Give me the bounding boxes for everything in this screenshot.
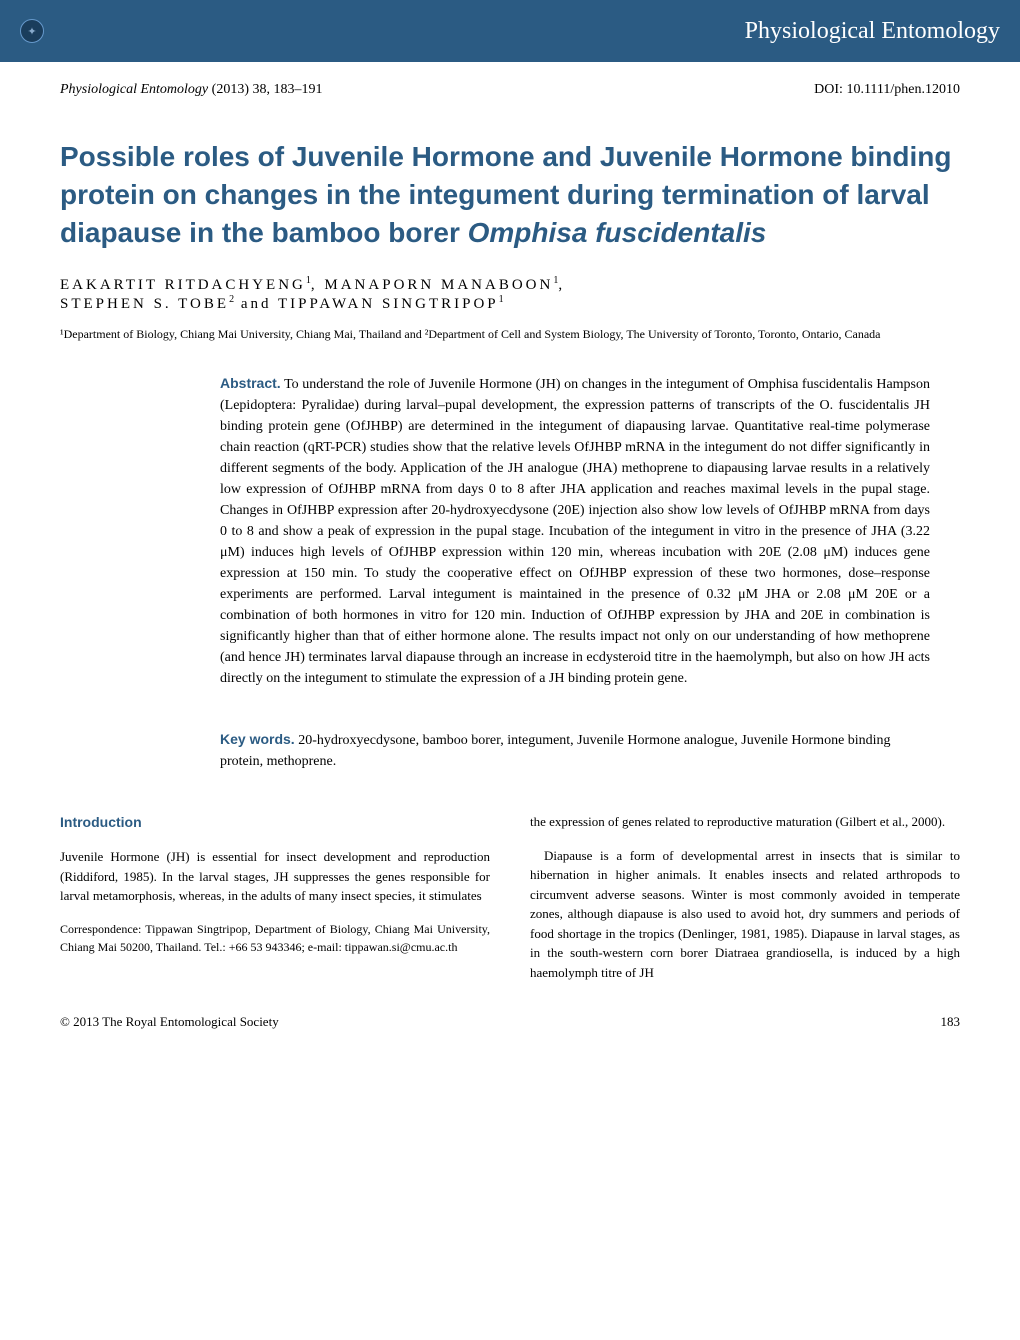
abstract-label: Abstract. bbox=[220, 375, 281, 391]
keywords-block: Key words. 20-hydroxyecdysone, bamboo bo… bbox=[220, 729, 930, 772]
abstract-paragraph: Abstract. To understand the role of Juve… bbox=[220, 373, 930, 689]
article-title: Possible roles of Juvenile Hormone and J… bbox=[60, 138, 960, 251]
journal-badge-icon: ✦ bbox=[20, 19, 44, 43]
author-2: MANAPORN MANABOON bbox=[324, 277, 553, 293]
left-column: Introduction Juvenile Hormone (JH) is es… bbox=[60, 812, 490, 996]
author-1-aff: 1 bbox=[306, 275, 311, 286]
keywords-label: Key words. bbox=[220, 731, 295, 747]
footer-line: © 2013 The Royal Entomological Society 1… bbox=[60, 1014, 960, 1030]
keywords-paragraph: Key words. 20-hydroxyecdysone, bamboo bo… bbox=[220, 729, 930, 772]
page-content: Physiological Entomology (2013) 38, 183–… bbox=[0, 62, 1020, 1070]
author-4: TIPPAWAN SINGTRIPOP bbox=[278, 296, 499, 312]
two-column-body: Introduction Juvenile Hormone (JH) is es… bbox=[60, 812, 960, 996]
copyright-text: © 2013 The Royal Entomological Society bbox=[60, 1014, 279, 1030]
citation-year-vol: (2013) 38, 183–191 bbox=[208, 82, 322, 97]
author-1: EAKARTIT RITDACHYENG bbox=[60, 277, 306, 293]
right-column: the expression of genes related to repro… bbox=[530, 812, 960, 996]
journal-name-header: Physiological Entomology bbox=[745, 18, 1000, 45]
abstract-block: Abstract. To understand the role of Juve… bbox=[220, 373, 930, 689]
correspondence-footnote: Correspondence: Tippawan Singtripop, Dep… bbox=[60, 920, 490, 956]
intro-heading: Introduction bbox=[60, 812, 490, 833]
abstract-text: To understand the role of Juvenile Hormo… bbox=[220, 377, 930, 686]
keywords-text: 20-hydroxyecdysone, bamboo borer, integu… bbox=[220, 733, 891, 769]
journal-header-bar: ✦ Physiological Entomology bbox=[0, 0, 1020, 62]
intro-right-p1: the expression of genes related to repro… bbox=[530, 812, 960, 832]
header-left-group: ✦ bbox=[20, 19, 54, 43]
intro-left-p1: Juvenile Hormone (JH) is essential for i… bbox=[60, 847, 490, 906]
page-number: 183 bbox=[941, 1014, 961, 1030]
author-2-aff: 1 bbox=[553, 275, 558, 286]
citation-journal: Physiological Entomology bbox=[60, 82, 208, 97]
affiliations: ¹Department of Biology, Chiang Mai Unive… bbox=[60, 325, 960, 343]
author-3-aff: 2 bbox=[229, 294, 234, 305]
author-3: STEPHEN S. TOBE bbox=[60, 296, 229, 312]
intro-right-p2: Diapause is a form of developmental arre… bbox=[530, 846, 960, 983]
doi-text: DOI: 10.1111/phen.12010 bbox=[814, 82, 960, 98]
citation-left: Physiological Entomology (2013) 38, 183–… bbox=[60, 82, 322, 98]
author-4-aff: 1 bbox=[499, 294, 504, 305]
authors-line: EAKARTIT RITDACHYENG1, MANAPORN MANABOON… bbox=[60, 275, 960, 313]
citation-line: Physiological Entomology (2013) 38, 183–… bbox=[60, 82, 960, 98]
